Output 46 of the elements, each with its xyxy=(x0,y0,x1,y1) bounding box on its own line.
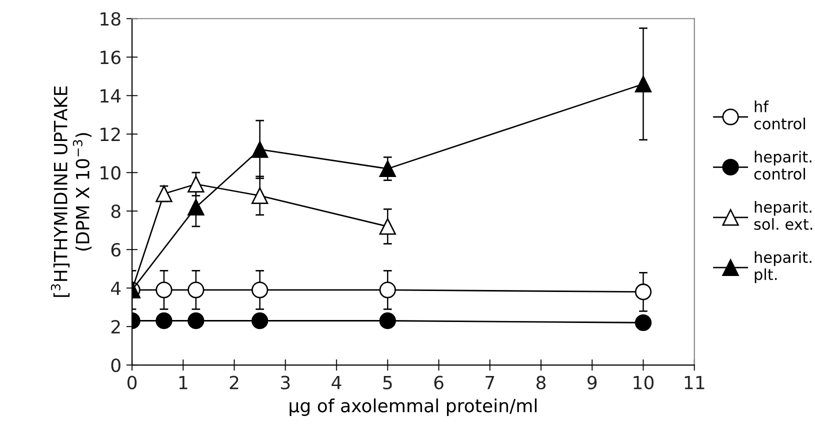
point xyxy=(188,176,204,192)
x-tick-label: 10 xyxy=(634,376,654,390)
point xyxy=(252,141,268,158)
point xyxy=(634,76,652,92)
x-tick-label: 1 xyxy=(179,376,188,390)
point xyxy=(156,185,172,202)
y-tick-label: 6 xyxy=(111,243,120,257)
x-tick-label: 7 xyxy=(486,376,494,390)
y-tick-label: 10 xyxy=(100,166,120,180)
x-axis-title: μg of axolemmal protein/ml xyxy=(290,398,537,416)
y-tick-label: 0 xyxy=(111,358,120,372)
point xyxy=(188,312,204,330)
x-tick-label: 0 xyxy=(127,376,137,390)
legend-label: heparit. sol. ext. xyxy=(754,200,812,230)
point xyxy=(252,312,268,330)
y-tick-label: 18 xyxy=(100,12,120,26)
point xyxy=(634,314,652,332)
point xyxy=(156,282,172,298)
legend-label: heparit. control xyxy=(754,150,812,180)
y-axis-title: [$^{3}$H]THYMIDINE UPTAKE (DPM X 10$^{−3}$) xyxy=(50,86,92,297)
x-tick-label: 4 xyxy=(332,376,342,390)
point xyxy=(379,160,396,178)
x-tick-label: 3 xyxy=(281,376,290,390)
x-tick-label: 2 xyxy=(230,376,238,390)
point xyxy=(379,282,396,298)
x-tick-label: 9 xyxy=(588,376,597,390)
y-tick-label: 14 xyxy=(100,89,121,102)
y-tick-label: 2 xyxy=(111,320,120,334)
point xyxy=(379,312,396,330)
point xyxy=(379,218,396,235)
y-tick-label: 16 xyxy=(100,50,120,64)
point xyxy=(252,282,268,298)
point xyxy=(188,198,204,216)
point xyxy=(188,282,204,298)
point xyxy=(156,312,172,330)
x-tick-label: 8 xyxy=(536,376,546,390)
y-tick-label: 4 xyxy=(111,282,121,295)
legend-label: heparit. plt. xyxy=(754,251,812,284)
x-tick-label: 5 xyxy=(383,376,392,390)
x-tick-label: 6 xyxy=(434,376,444,390)
point xyxy=(252,187,268,204)
x-tick-label: 11 xyxy=(684,376,704,390)
y-tick-label: 8 xyxy=(111,204,120,218)
point xyxy=(634,284,652,300)
y-tick-label: 12 xyxy=(100,128,120,141)
legend-label: hf control xyxy=(754,100,805,130)
